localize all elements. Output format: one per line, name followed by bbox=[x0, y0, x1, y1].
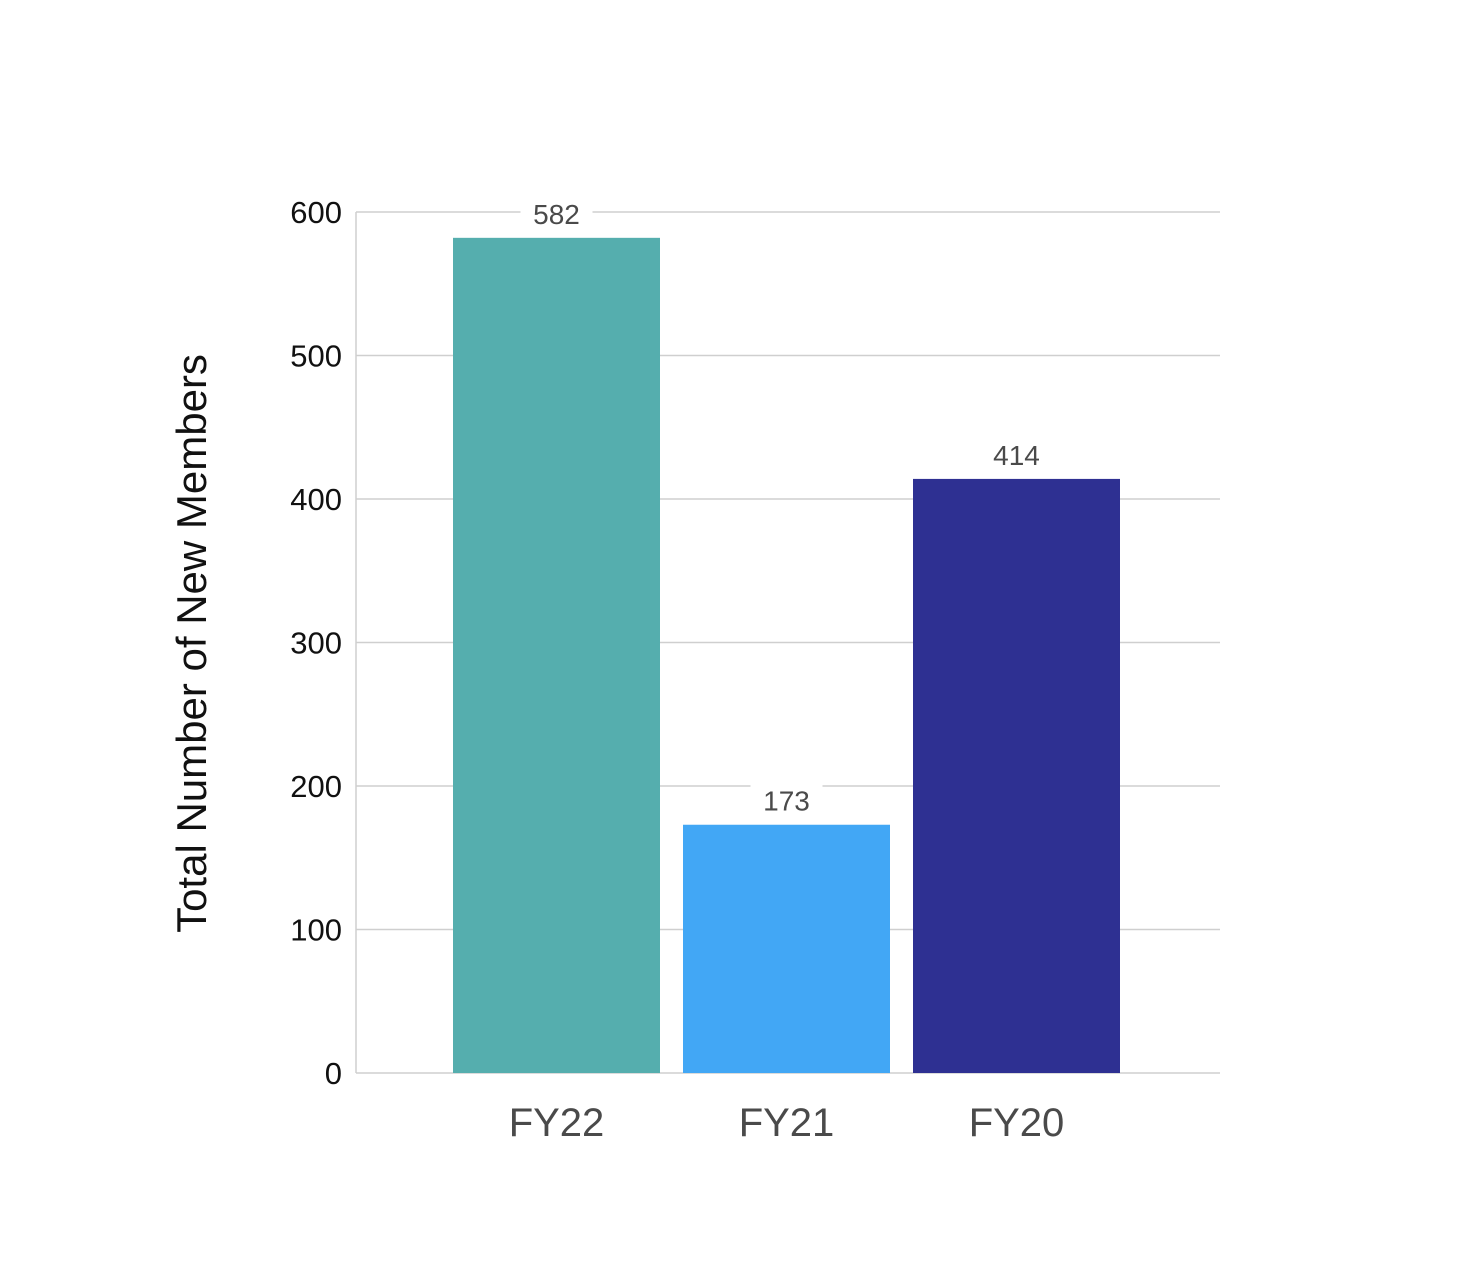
y-tick-label: 0 bbox=[325, 1056, 342, 1091]
value-label-background bbox=[980, 438, 1053, 473]
y-tick-label: 600 bbox=[290, 195, 342, 230]
y-tick-label: 400 bbox=[290, 482, 342, 517]
x-tick-label-fy21: FY21 bbox=[739, 1101, 835, 1145]
value-labels: 582 173 414 bbox=[520, 197, 1053, 819]
value-label-background bbox=[520, 197, 593, 232]
value-label-fy21: 173 bbox=[763, 786, 810, 817]
bar-fy20 bbox=[913, 478, 1120, 1073]
y-tick-label: 100 bbox=[290, 913, 342, 948]
x-tick-label-fy20: FY20 bbox=[969, 1101, 1065, 1145]
y-tick-label: 200 bbox=[290, 769, 342, 804]
bar-fy22 bbox=[453, 237, 660, 1073]
value-label-fy22: 582 bbox=[533, 199, 580, 230]
x-axis-ticks: FY22 FY21 FY20 bbox=[509, 1101, 1065, 1145]
value-label-background bbox=[750, 784, 823, 819]
y-tick-label: 300 bbox=[290, 626, 342, 661]
bars bbox=[453, 237, 1120, 1073]
value-label-fy20: 414 bbox=[993, 440, 1040, 471]
y-axis-ticks: 0 100 200 300 400 500 600 bbox=[290, 195, 342, 1091]
y-tick-label: 500 bbox=[290, 339, 342, 374]
bar-fy21 bbox=[683, 824, 890, 1073]
x-tick-label-fy22: FY22 bbox=[509, 1101, 605, 1145]
y-axis-title: Total Number of New Members bbox=[168, 354, 215, 933]
